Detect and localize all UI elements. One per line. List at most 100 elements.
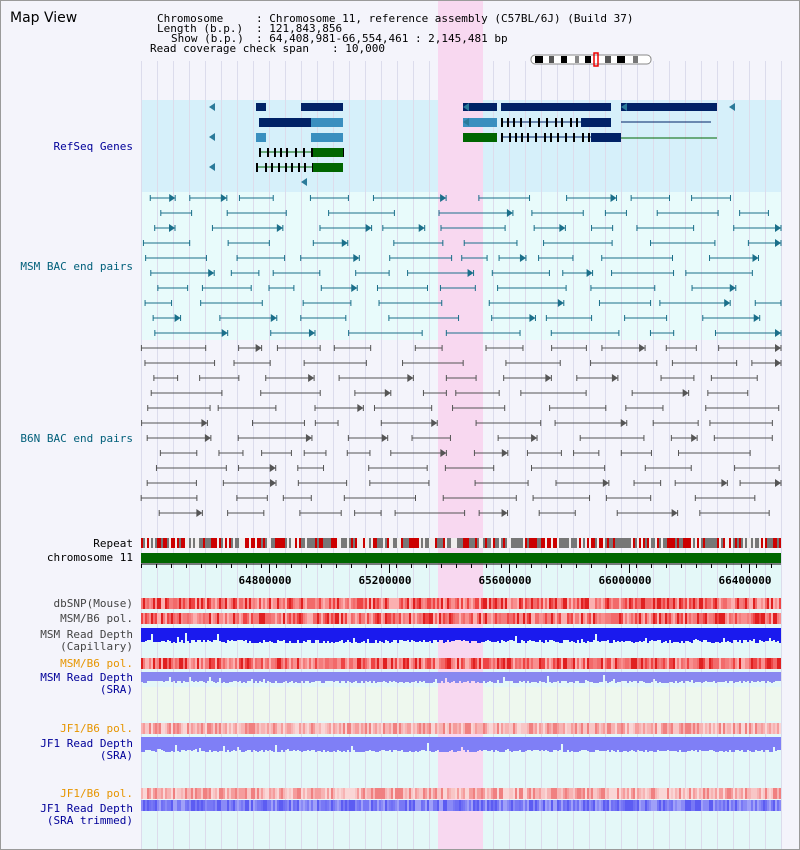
msm-b6-pol-heat [503,613,505,624]
jf1-b6-pol-heat [413,723,415,734]
msm-b6-pol-heat [429,658,431,669]
msm-capillary-depth-bar [669,628,671,640]
jf1-b6-pol-heat [767,723,769,734]
msm-b6-pol-heat [455,613,457,624]
jf1-sra-depth-bar [545,737,547,750]
msm-sra-depth-bar [319,672,321,681]
msm-sra-depth-bar [599,672,601,682]
repeat-segment [343,538,345,548]
jf1-b6-pol-heat [547,788,549,799]
jf1-sra-depth-bar [499,737,501,752]
msm-b6-pol-heat [293,658,295,669]
msm-capillary-depth-bar [717,628,719,642]
jf1-b6-pol-heat [607,788,609,799]
jf1-b6-pol-heat [649,723,651,734]
jf1-b6-pol-heat [479,788,481,799]
gene-arrow [463,118,469,126]
jf1-trimmed-depth-heat [447,800,449,811]
msm-capillary-depth-bar [607,628,609,640]
msm-capillary-depth-bar [663,628,665,642]
repeat-segment [541,538,543,548]
dbsnp-heat [745,598,747,609]
gene-exon [285,163,287,172]
msm-sra-depth-bar [539,672,541,681]
dbsnp-heat [661,598,663,609]
msm-b6-pol-heat [259,658,261,669]
jf1-trimmed-depth-heat [703,800,705,811]
jf1-sra-depth-bar [571,737,573,751]
dbsnp-heat [179,598,181,609]
repeat-segment [407,538,409,548]
jf1-trimmed-depth-heat [773,800,775,811]
jf1-sra-depth-bar [161,737,163,750]
jf1-b6-pol-heat [251,788,253,799]
msm-sra-depth-bar [419,672,421,681]
msm-sra-depth-bar [497,672,499,680]
jf1-b6-pol-heat [583,788,585,799]
msm-b6-pol-heat [719,658,721,669]
jf1-b6-pol-heat [551,723,553,734]
dbsnp-heat [737,598,739,609]
msm-sra-depth-bar [341,672,343,681]
repeat-segment [633,538,635,548]
msm-sra-depth-bar [337,672,339,681]
msm-sra-depth-bar [695,672,697,682]
jf1-b6-pol-heat [267,788,269,799]
msm-b6-pol-heat [675,658,677,669]
jf1-sra-depth-bar [427,737,429,743]
repeat-segment [269,538,271,548]
jf1-b6-pol-heat [361,788,363,799]
jf1-sra-depth-bar [533,737,535,750]
b6n-bac-pair-arrow [639,344,646,352]
jf1-sra-depth-bar [153,737,155,751]
jf1-b6-pol-heat [279,788,281,799]
jf1-sra-depth-bar [697,737,699,752]
jf1-trimmed-depth-heat [497,800,499,811]
jf1-b6-pol-heat [293,723,295,734]
jf1-trimmed-depth-heat [589,800,591,811]
msm-capillary-depth-bar [435,628,437,640]
jf1-trimmed-depth-heat [631,800,633,811]
msm-b6-pol-heat [683,613,685,624]
dbsnp-heat [481,598,483,609]
jf1-trimmed-depth-heat [243,800,245,811]
jf1-b6-pol-heat [737,788,739,799]
msm-b6-pol-heat [141,658,143,669]
repeat-segment [197,538,199,548]
msm-b6-pol-heat [399,613,401,624]
jf1-trimmed-depth-heat [529,800,531,811]
msm-b6-pol-heat [761,658,763,669]
msm-capillary-depth-bar [341,628,343,640]
dbsnp-heat [255,598,257,609]
repeat-segment [365,538,367,548]
msm-b6-pol-heat [373,613,375,624]
jf1-trimmed-depth-heat [513,800,515,811]
msm-sra-depth-bar [515,672,517,683]
jf1-sra-depth-bar [473,737,475,752]
jf1-trimmed-depth-heat [765,800,767,811]
jf1-b6-pol-heat [653,788,655,799]
jf1-trimmed-depth-heat [297,800,299,811]
dbsnp-heat [335,598,337,609]
msm-capillary-depth-bar [173,628,175,642]
msm-b6-pol-heat [655,658,657,669]
msm-b6-pol-heat [667,658,669,669]
msm-sra-depth-bar [225,672,227,683]
jf1-trimmed-depth-heat [411,800,413,811]
jf1-trimmed-depth-heat [141,800,143,811]
msm-capillary-depth-bar [181,628,183,640]
msm-capillary-depth-bar [289,628,291,641]
jf1-b6-pol-heat [523,788,525,799]
msm-b6-pol-heat [651,613,653,624]
jf1-b6-pol-heat [497,788,499,799]
jf1-b6-pol-heat [185,788,187,799]
msm-b6-pol-heat [261,613,263,624]
jf1-b6-pol-heat [145,788,147,799]
repeat-segment [279,538,281,548]
jf1-b6-pol-heat [523,723,525,734]
jf1-sra-depth-bar [779,737,781,750]
repeat-segment [273,538,275,548]
jf1-b6-pol-heat [147,723,149,734]
jf1-sra-depth-bar [713,737,715,751]
